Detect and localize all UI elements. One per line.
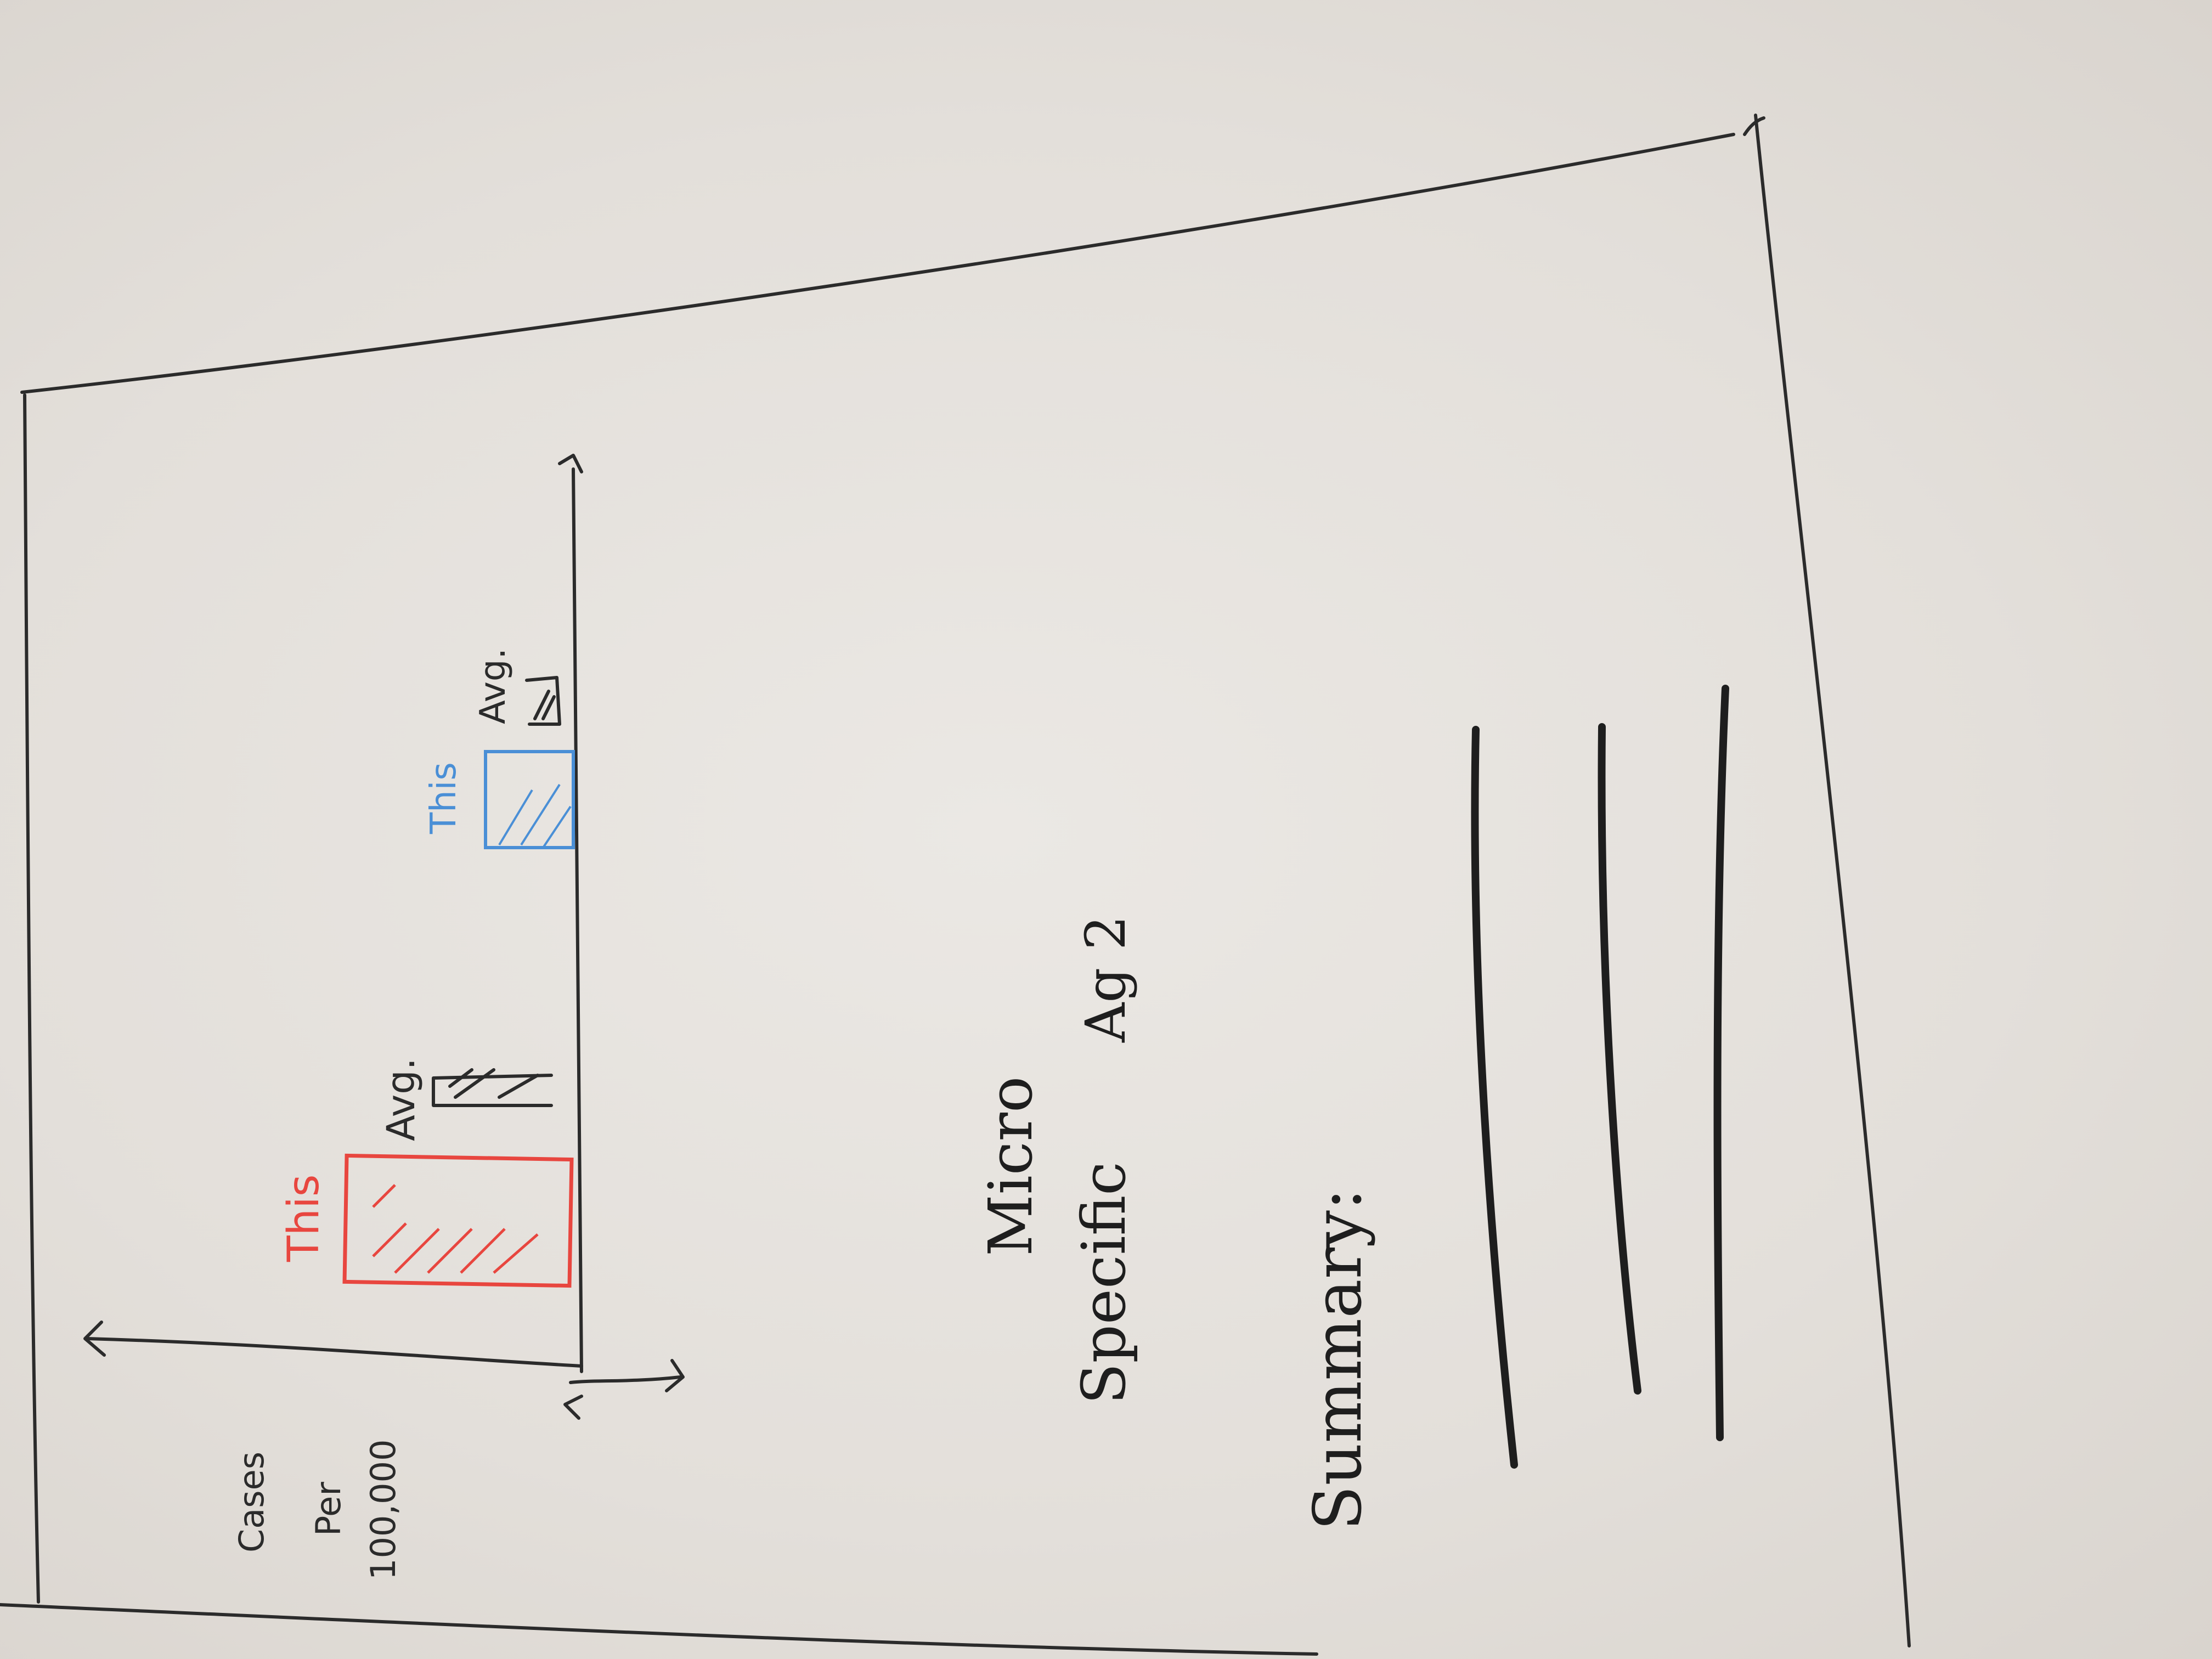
bar-group-2: [484, 676, 575, 849]
title-ag: Ag 2: [1074, 915, 1138, 1043]
bar-avg-1: [432, 1074, 553, 1107]
title-specific: Specific: [1069, 1161, 1139, 1404]
summary-line-1: [1471, 726, 1518, 1469]
y-label-100000: 100,000: [363, 1440, 403, 1580]
page-outline: [0, 114, 1911, 1656]
label-avg-1: Avg.: [379, 1058, 424, 1141]
bar-labels: This Avg. This Avg.: [279, 648, 514, 1262]
bar-this-blue: [484, 750, 575, 849]
label-this-red: This: [279, 1175, 329, 1262]
summary-line-2: [1598, 723, 1641, 1395]
y-axis-label: Cases Per 100,000: [232, 1440, 403, 1580]
summary-text-lines: [1471, 685, 1729, 1469]
x-axis: [572, 467, 583, 1373]
summary-label: Summary:: [1300, 1188, 1376, 1531]
bar-avg-2: [525, 676, 561, 726]
bar-this-red: [342, 1153, 574, 1288]
panel-title: Micro Specific Ag 2: [975, 915, 1139, 1404]
y-axis: [86, 1337, 583, 1368]
y-label-per: Per: [308, 1482, 348, 1536]
label-this-blue: This: [424, 762, 464, 834]
y-label-cases: Cases: [232, 1452, 272, 1553]
title-micro: Micro: [975, 1076, 1046, 1256]
summary-line-3: [1713, 685, 1729, 1441]
label-avg-2: Avg.: [473, 648, 514, 724]
bar-group-1: [342, 1068, 574, 1288]
